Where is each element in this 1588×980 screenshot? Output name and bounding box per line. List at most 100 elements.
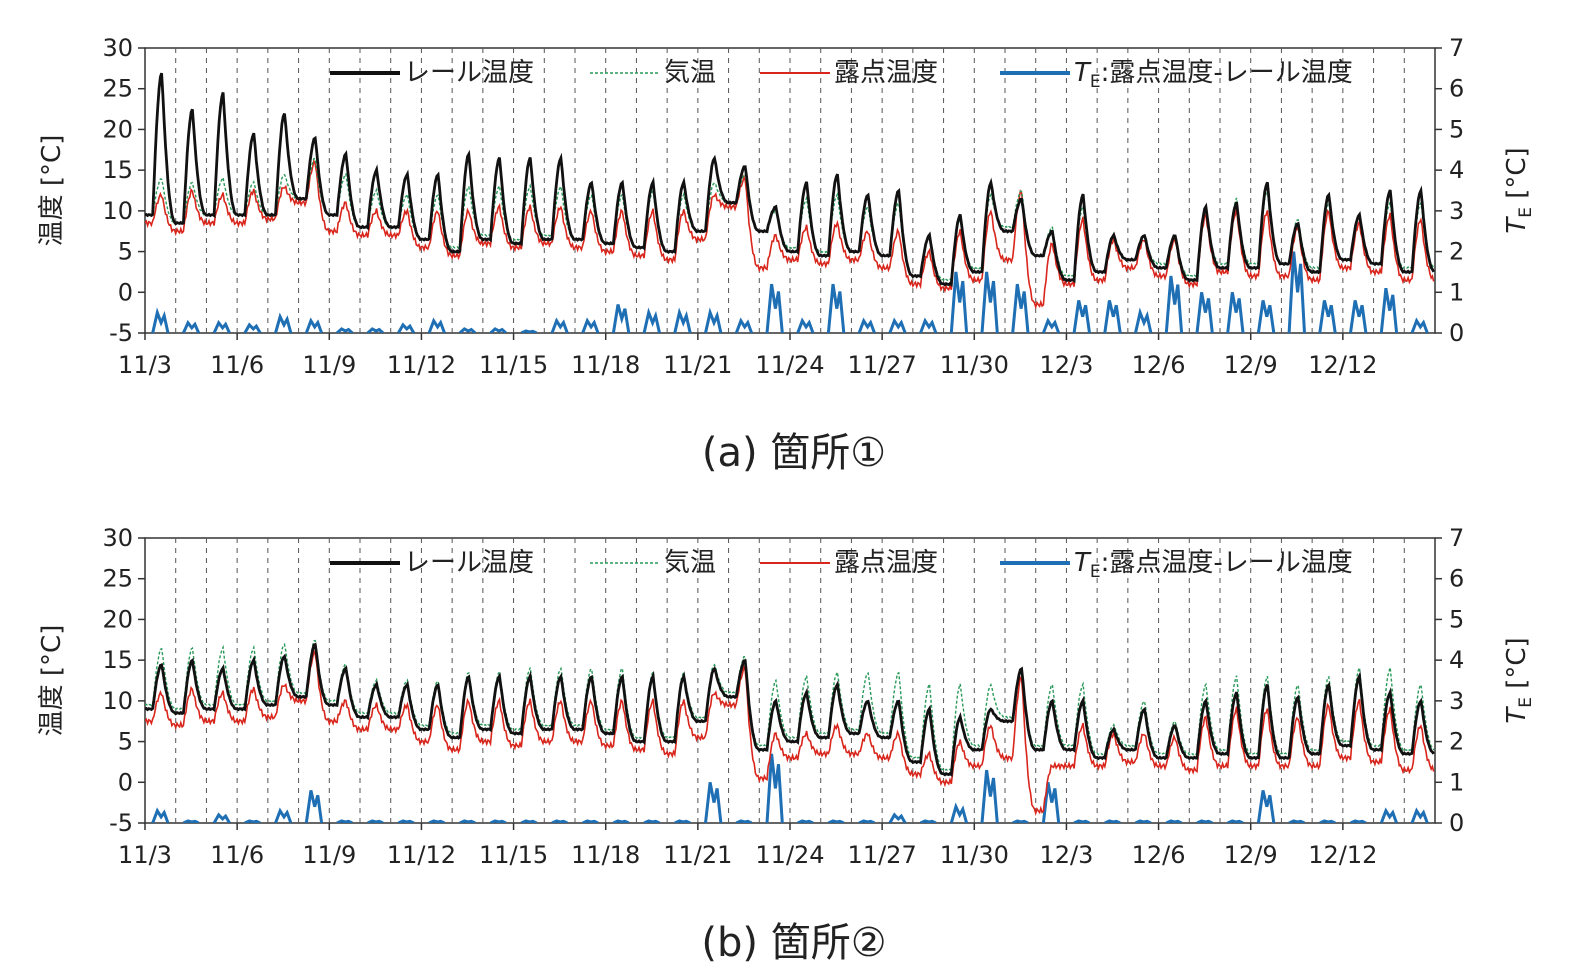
x-tick-label: 11/15 [479, 841, 548, 869]
te-spike [1196, 819, 1213, 823]
te-spike [643, 819, 661, 823]
te-spike [611, 304, 631, 333]
rail-temp-line [145, 72, 1435, 288]
te-spike [673, 307, 692, 333]
te-spike [1134, 819, 1152, 823]
te-spike [427, 317, 446, 333]
te-spike [704, 307, 723, 333]
y2-tick-label: 4 [1449, 156, 1464, 184]
te-spike [1379, 807, 1399, 823]
te-spike [919, 317, 938, 333]
te-spike [397, 819, 415, 823]
te-spike [1227, 819, 1244, 823]
chart-caption-b: (b) 箇所② [701, 920, 887, 966]
x-tick-label: 12/3 [1039, 351, 1093, 379]
te-spike [551, 819, 568, 823]
y-tick-label: 25 [102, 565, 133, 593]
y2-axis-title: TE [°C] [1502, 147, 1536, 233]
series-group [145, 639, 1435, 823]
te-spike [151, 807, 170, 823]
y-tick-label: 10 [102, 687, 133, 715]
te-spike [1195, 292, 1214, 333]
te-spike [765, 283, 784, 333]
te-spike [888, 317, 907, 333]
te-spike [550, 317, 569, 333]
te-spike [765, 753, 784, 823]
rail-temp-line [145, 642, 1435, 778]
y-tick-label: -5 [109, 319, 133, 347]
y2-tick-label: 1 [1449, 278, 1464, 306]
te-spike [1041, 782, 1061, 823]
y-axis-title: 温度 [°C] [37, 135, 67, 247]
y2-tick-label: 6 [1449, 75, 1464, 103]
te-spike [949, 802, 969, 823]
x-tick-label: 12/9 [1224, 351, 1278, 379]
y-tick-label: 30 [102, 524, 133, 552]
y-axis-title: 温度 [°C] [37, 625, 67, 737]
legend-label: レール温度 [404, 548, 534, 578]
te-spike [151, 307, 170, 333]
x-tick-label: 11/9 [302, 351, 356, 379]
x-tick-label: 12/6 [1132, 351, 1186, 379]
te-spike [980, 271, 999, 333]
te-spike [489, 327, 507, 333]
te-spike [243, 322, 262, 333]
te-spike [674, 819, 691, 823]
x-tick-label: 11/18 [571, 841, 640, 869]
chart-panel-a: 30 25 20 15 10 5 0 -5 7 6 5 4 3 2 1 0 11/3 11/6 11/9 11/12 1… [37, 34, 1536, 476]
y-tick-label: 15 [102, 646, 133, 674]
x-tick-label: 11/27 [848, 841, 917, 869]
te-spike [1103, 300, 1122, 333]
te-spike [1256, 300, 1276, 333]
te-spike [858, 819, 876, 823]
te-spike [612, 819, 630, 823]
y2-tick-label: 0 [1449, 319, 1464, 347]
te-spike [1041, 317, 1061, 333]
x-tick-label: 11/24 [755, 351, 824, 379]
y2-tick-label: 6 [1449, 565, 1464, 593]
x-tick-label: 11/9 [302, 841, 356, 869]
x-tick-label: 11/3 [118, 351, 172, 379]
te-spike [520, 819, 538, 823]
legend-label: 露点温度 [834, 548, 938, 578]
te-spike [182, 819, 200, 823]
te-spike [1165, 819, 1183, 823]
te-spike [1164, 275, 1184, 333]
x-tick-label: 11/27 [848, 351, 917, 379]
x-tick-label: 11/3 [118, 841, 172, 869]
te-spike [888, 812, 907, 823]
te-spike [336, 819, 353, 823]
te-spike [212, 812, 231, 823]
y-tick-label: 30 [102, 34, 133, 62]
y2-tick-label: 5 [1449, 115, 1464, 143]
te-spike [1349, 819, 1367, 823]
x-tick-label: 11/6 [210, 351, 264, 379]
te-spike [642, 307, 661, 333]
te-spike [1410, 807, 1429, 823]
te-spike [704, 782, 723, 823]
te-spike [1287, 251, 1306, 333]
x-tick-label: 11/21 [663, 841, 732, 869]
te-spike [336, 327, 354, 333]
te-spike [459, 819, 476, 823]
te-spike [796, 317, 815, 333]
y-tick-label: 0 [118, 768, 133, 796]
te-spike [735, 819, 753, 823]
te-spike [827, 819, 845, 823]
te-spike [1072, 300, 1091, 333]
te-spike [1104, 819, 1121, 823]
te-spike [244, 819, 261, 823]
chart-caption-a: (a) 箇所① [701, 430, 887, 476]
te-spike [919, 819, 937, 823]
y2-tick-label: 7 [1449, 524, 1464, 552]
te-spike [1318, 300, 1337, 333]
x-tick-label: 12/12 [1308, 841, 1377, 869]
te-spike [1319, 819, 1336, 823]
x-tick-label: 12/6 [1132, 841, 1186, 869]
y-tick-label: 5 [118, 728, 133, 756]
legend-label: TE:露点温度-レール温度 [1074, 58, 1353, 92]
legend-label: TE:露点温度-レール温度 [1074, 548, 1353, 582]
y-tick-label: 25 [102, 75, 133, 103]
